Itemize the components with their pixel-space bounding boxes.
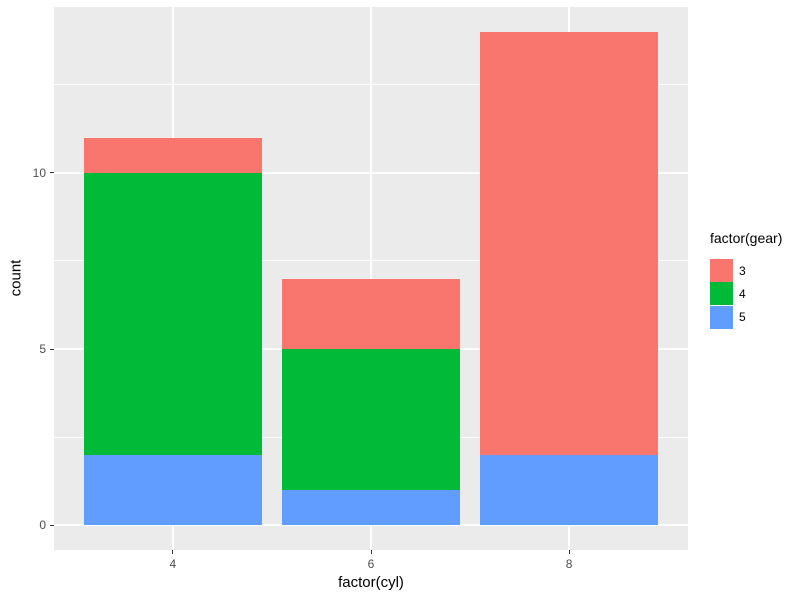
x-tick-mark bbox=[568, 550, 570, 554]
y-tick-mark bbox=[50, 524, 54, 526]
y-tick-label: 5 bbox=[39, 342, 46, 356]
bar-segment-cyl4-gear4 bbox=[83, 172, 262, 455]
x-axis-title: factor(cyl) bbox=[338, 574, 404, 591]
legend-swatch bbox=[710, 282, 733, 306]
x-tick-label: 8 bbox=[565, 557, 573, 571]
y-tick-mark bbox=[50, 172, 54, 174]
y-tick-label: 0 bbox=[39, 518, 46, 533]
legend-item: 4 bbox=[710, 282, 782, 306]
legend-title: factor(gear) bbox=[710, 230, 783, 246]
legend-item: 5 bbox=[710, 305, 782, 329]
bar-segment-cyl8-gear5 bbox=[480, 454, 659, 526]
x-tick-mark bbox=[370, 550, 372, 554]
legend-item-label: 4 bbox=[739, 286, 746, 301]
legend-item-label: 5 bbox=[739, 310, 746, 325]
y-axis-title: count bbox=[7, 259, 25, 297]
y-tick-mark bbox=[50, 348, 54, 350]
bar-segment-cyl6-gear5 bbox=[281, 490, 461, 526]
plot-panel bbox=[54, 7, 688, 550]
legend-items: 3 4 5 bbox=[710, 259, 782, 329]
x-tick-mark bbox=[172, 550, 174, 554]
bar-segment-cyl4-gear5 bbox=[83, 454, 262, 526]
x-tick-label: 6 bbox=[367, 557, 375, 571]
legend-item-label: 3 bbox=[739, 263, 746, 278]
legend: factor(gear) 3 4 5 bbox=[710, 230, 782, 329]
legend-swatch bbox=[710, 305, 733, 329]
y-tick-label: 10 bbox=[32, 165, 46, 180]
x-tick-label: 4 bbox=[169, 557, 177, 571]
bar-segment-cyl6-gear3 bbox=[281, 278, 461, 349]
bar-segment-cyl4-gear3 bbox=[83, 137, 262, 173]
bar-segment-cyl8-gear3 bbox=[480, 31, 659, 455]
legend-swatch bbox=[710, 259, 733, 283]
bar-segment-cyl6-gear4 bbox=[281, 349, 461, 490]
legend-item: 3 bbox=[710, 259, 782, 283]
